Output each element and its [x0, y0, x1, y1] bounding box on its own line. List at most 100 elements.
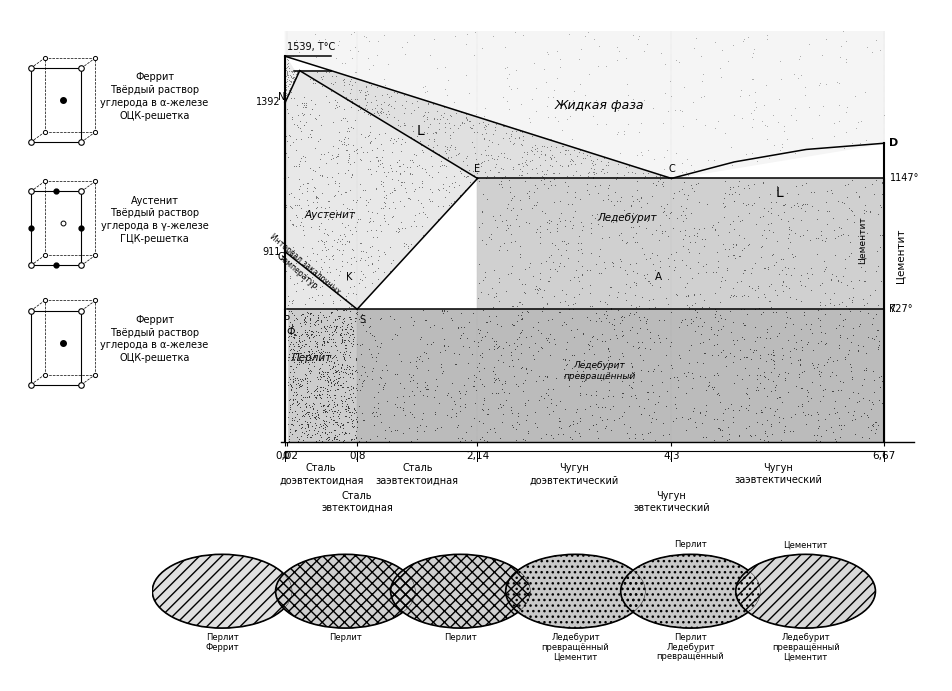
Point: [409, 434, 425, 445]
Point: [362, 193, 377, 205]
Point: [459, 386, 474, 397]
Point: [701, 377, 716, 388]
Point: [332, 229, 347, 240]
Point: [289, 327, 305, 338]
Point: [421, 364, 436, 375]
Point: [394, 223, 409, 234]
Point: [286, 68, 301, 79]
Point: [640, 198, 655, 209]
Point: [382, 265, 397, 276]
Point: [327, 190, 343, 201]
Point: [476, 134, 491, 145]
Point: [297, 356, 312, 367]
Point: [395, 159, 410, 170]
Point: [675, 241, 690, 252]
Point: [315, 419, 330, 430]
Point: [528, 226, 544, 237]
Point: [504, 228, 519, 239]
Point: [790, 189, 805, 200]
Point: [694, 92, 709, 103]
Point: [282, 129, 297, 140]
Point: [565, 363, 580, 374]
Point: [338, 368, 353, 379]
Point: [369, 340, 385, 351]
Point: [795, 344, 810, 355]
Point: [752, 352, 767, 363]
Point: [326, 401, 341, 413]
Point: [725, 181, 741, 192]
Point: [614, 357, 629, 368]
Point: [313, 389, 328, 400]
Point: [514, 306, 529, 317]
Point: [315, 276, 330, 287]
Point: [818, 288, 833, 299]
Point: [514, 313, 529, 324]
Point: [813, 435, 828, 446]
Point: [312, 355, 327, 366]
Point: [330, 142, 346, 153]
Point: [769, 184, 784, 196]
Point: [343, 351, 358, 362]
Point: [347, 392, 362, 403]
Point: [334, 316, 349, 328]
Point: [426, 134, 442, 145]
Point: [370, 348, 386, 359]
Point: [741, 180, 756, 191]
Point: [505, 318, 520, 329]
Point: [389, 330, 405, 341]
Point: [526, 350, 541, 361]
Point: [593, 156, 608, 167]
Point: [307, 429, 323, 440]
Point: [622, 160, 637, 171]
Point: [324, 341, 339, 352]
Point: [278, 200, 293, 211]
Point: [353, 348, 368, 359]
Point: [507, 132, 523, 143]
Point: [827, 434, 843, 445]
Point: [280, 380, 295, 391]
Point: [329, 417, 345, 428]
Point: [293, 152, 308, 163]
Point: [725, 282, 741, 293]
Point: [619, 295, 634, 306]
Point: [673, 209, 688, 220]
Point: [304, 348, 319, 359]
Point: [521, 428, 536, 439]
Point: [302, 417, 317, 428]
Point: [443, 110, 458, 121]
Point: [423, 183, 438, 194]
Point: [480, 154, 495, 165]
Point: [298, 205, 313, 216]
Point: [280, 68, 295, 79]
Point: [758, 372, 773, 383]
Point: [282, 395, 297, 406]
Point: [327, 360, 343, 371]
Point: [472, 433, 487, 444]
Point: [291, 37, 307, 48]
Point: [852, 191, 867, 202]
Point: [302, 391, 317, 402]
Point: [414, 356, 429, 367]
Point: [301, 348, 316, 359]
Point: [299, 268, 314, 279]
Point: [510, 159, 526, 170]
Point: [300, 420, 315, 431]
Point: [279, 104, 294, 115]
Point: [722, 433, 737, 444]
Point: [361, 130, 376, 141]
Point: [653, 200, 668, 211]
Point: [703, 436, 718, 447]
Point: [686, 223, 702, 234]
Point: [505, 300, 520, 311]
Point: [328, 70, 344, 82]
Point: [359, 226, 374, 237]
Point: [308, 283, 324, 294]
Point: [409, 425, 425, 436]
Point: [418, 87, 433, 98]
Point: [452, 190, 467, 201]
Point: [616, 407, 631, 418]
Point: [327, 350, 343, 361]
Point: [320, 400, 335, 411]
Point: [539, 164, 554, 176]
Point: [567, 425, 583, 436]
